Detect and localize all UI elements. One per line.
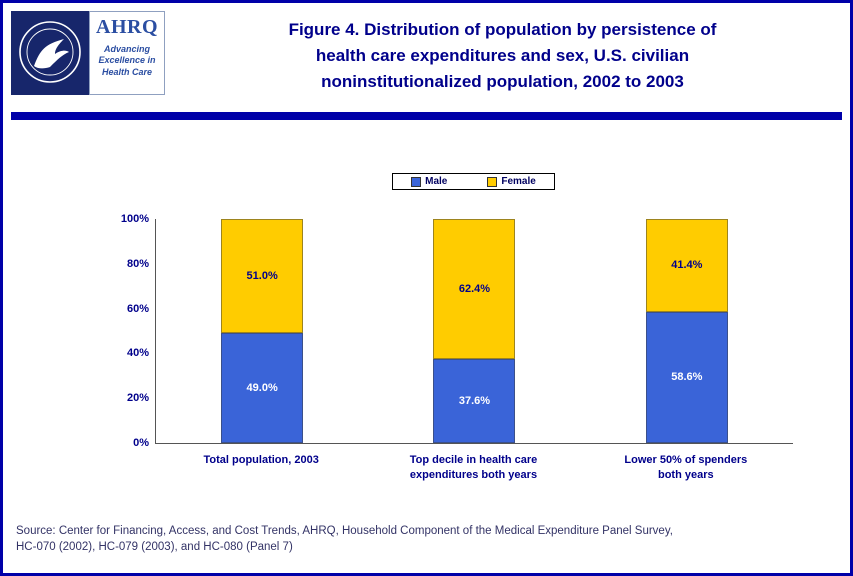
header: AHRQ Advancing Excellence in Health Care… (11, 11, 838, 109)
bar-segment-female: 62.4% (433, 219, 516, 359)
bar-value-label: 62.4% (458, 282, 491, 295)
bar-slot: 58.6% 41.4% (581, 219, 793, 443)
source-note: Source: Center for Financing, Access, an… (16, 523, 834, 555)
header-divider (11, 112, 842, 120)
ahrq-tagline-line: Health Care (101, 66, 153, 77)
hhs-eagle-icon (11, 11, 89, 95)
bar-segment-female: 41.4% (645, 219, 728, 312)
source-line: Source: Center for Financing, Access, an… (16, 525, 673, 537)
category-label-line: Lower 50% of spenders (624, 454, 748, 466)
legend: Male Female (392, 173, 555, 190)
ahrq-tagline-line: Excellence in (98, 55, 156, 66)
category-label-slot: Total population, 2003 (155, 453, 367, 483)
bar-value-label: 37.6% (458, 394, 491, 407)
legend-wrap: Male Female (155, 173, 792, 190)
bar-value-label: 58.6% (671, 371, 703, 384)
y-tick-label: 100% (120, 213, 149, 225)
legend-swatch-icon (411, 176, 422, 187)
ahrq-logo: AHRQ Advancing Excellence in Health Care (89, 11, 165, 95)
bar-slot: 49.0% 51.0% (156, 219, 368, 443)
category-label-slot: Top decile in health care expenditures bo… (367, 453, 579, 483)
category-label-line: Top decile in health care (409, 454, 538, 466)
source-line: HC-070 (2002), HC-079 (2003), and HC-080… (16, 541, 293, 554)
category-label-line: both years (657, 468, 714, 481)
category-label: Total population, 2003 (204, 453, 319, 483)
ahrq-wordmark: AHRQ (96, 16, 158, 38)
plot-area: 49.0% 51.0% 37.6% 62.4% 58.6% 41.4% (155, 219, 793, 444)
figure-title: Figure 4. Distribution of population by … (167, 11, 838, 95)
legend-item-male: Male (411, 176, 447, 187)
legend-label: Female (501, 176, 536, 187)
title-line: noninstitutionalized population, 2002 to… (321, 72, 684, 91)
bar-segment-male: 37.6% (433, 358, 516, 443)
bar-value-label: 51.0% (246, 270, 278, 283)
bar-segment-male: 49.0% (221, 333, 304, 443)
logo-block: AHRQ Advancing Excellence in Health Care (11, 11, 167, 95)
bars-row: 49.0% 51.0% 37.6% 62.4% 58.6% 41.4% (156, 219, 793, 443)
y-tick-label: 60% (126, 302, 149, 315)
y-tick-label: 0% (133, 437, 149, 449)
bar-segment-female: 51.0% (221, 219, 304, 334)
legend-item-female: Female (487, 176, 536, 187)
category-label-line: expenditures both years (409, 468, 538, 481)
legend-swatch-icon (487, 176, 498, 187)
y-tick-label: 80% (126, 257, 149, 270)
ahrq-tagline-line: Advancing (103, 44, 150, 54)
stacked-bar: 58.6% 41.4% (645, 219, 728, 443)
bar-value-label: 41.4% (671, 259, 703, 272)
bar-slot: 37.6% 62.4% (368, 219, 580, 443)
ahrq-tagline: Advancing Excellence in Health Care (91, 44, 163, 78)
category-label-line: Total population, 2003 (203, 454, 319, 466)
title-line: Figure 4. Distribution of population by … (288, 20, 717, 39)
stacked-bar: 49.0% 51.0% (221, 219, 304, 443)
category-label: Lower 50% of spenders both years (624, 453, 747, 483)
stacked-bar: 37.6% 62.4% (433, 219, 516, 443)
y-tick-label: 40% (126, 347, 149, 360)
category-label: Top decile in health care expenditures bo… (410, 453, 538, 483)
y-tick-label: 20% (126, 392, 149, 405)
bar-value-label: 49.0% (246, 382, 278, 395)
bar-segment-male: 58.6% (645, 311, 728, 443)
y-axis: 0% 20% 40% 60% 80% 100% (99, 213, 149, 449)
category-labels: Total population, 2003 Top decile in heal… (155, 453, 792, 483)
hhs-logo (11, 11, 89, 95)
category-label-slot: Lower 50% of spenders both years (580, 453, 792, 483)
title-line: health care expenditures and sex, U.S. c… (315, 46, 690, 65)
legend-label: Male (425, 176, 448, 187)
